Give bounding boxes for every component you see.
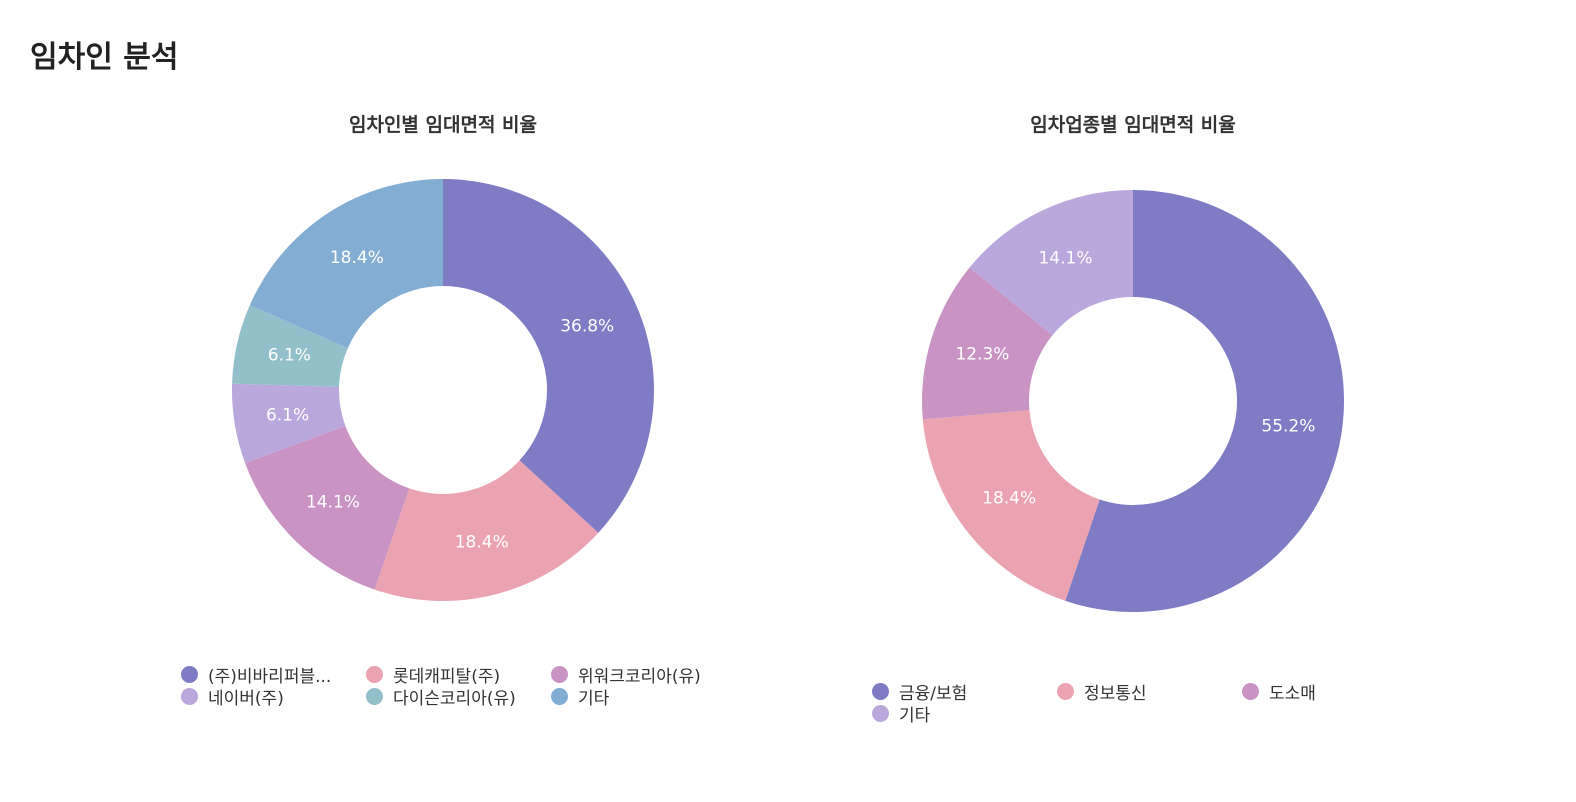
donut-slice-롯데캐피탈-주[interactable] xyxy=(374,460,599,601)
legend-item-기타[interactable]: 기타 xyxy=(551,684,609,709)
legend-label: 정보통신 xyxy=(1084,684,1147,704)
legend-item-롯데캐피탈-주[interactable]: 롯데캐피탈(주) xyxy=(366,662,500,687)
legend-dot-icon xyxy=(1242,683,1259,700)
legend-label: 도소매 xyxy=(1269,684,1316,704)
legend-label: 롯데캐피탈(주) xyxy=(393,667,501,687)
legend-label: (주)비바리퍼블... xyxy=(208,667,332,687)
legend-item-네이버-주[interactable]: 네이버(주) xyxy=(181,684,284,709)
legend-dot-icon xyxy=(181,666,198,683)
donut-slice-위워크코리아-유[interactable] xyxy=(245,426,410,590)
legend-label: 금융/보험 xyxy=(899,684,968,704)
legend-dot-icon xyxy=(1057,683,1074,700)
slice-label: 14.1% xyxy=(306,493,360,513)
slice-label: 18.4% xyxy=(455,533,509,553)
chart-title-industry: 임차업종별 임대면적 비율 xyxy=(1030,114,1236,136)
legend-dot-icon xyxy=(181,688,198,705)
donut-slice-주-비바리퍼블[interactable] xyxy=(443,179,655,533)
legend-item-위워크코리아-유[interactable]: 위워크코리아(유) xyxy=(551,662,701,687)
legend-dot-icon xyxy=(366,666,383,683)
legend-dot-icon xyxy=(551,666,568,683)
slice-label: 36.8% xyxy=(560,317,614,337)
legend-label: 위워크코리아(유) xyxy=(578,667,701,687)
donut-slice-네이버-주[interactable] xyxy=(231,383,346,464)
legend-item-다이슨코리아-유[interactable]: 다이슨코리아(유) xyxy=(366,684,516,709)
slice-label: 6.1% xyxy=(266,405,309,425)
legend-label: 네이버(주) xyxy=(208,689,284,709)
legend-item-기타[interactable]: 기타 xyxy=(872,701,930,726)
legend-label: 다이슨코리아(유) xyxy=(393,689,516,709)
legend-label: 기타 xyxy=(899,706,931,726)
legend-item-금융-보험[interactable]: 금융/보험 xyxy=(872,679,967,704)
chart-title-tenant: 임차인별 임대면적 비율 xyxy=(348,114,538,136)
donut-slice-다이슨코리아-유[interactable] xyxy=(232,305,348,387)
legend-dot-icon xyxy=(872,683,889,700)
legend-dot-icon xyxy=(551,688,568,705)
legend-dot-icon xyxy=(872,705,889,722)
legend-label: 기타 xyxy=(578,689,610,709)
legend-item-도소매[interactable]: 도소매 xyxy=(1242,679,1316,704)
legend-dot-icon xyxy=(366,688,383,705)
slice-label: 18.4% xyxy=(330,248,384,268)
page-title: 임차인 분석 xyxy=(30,40,179,75)
donut-slice-기타[interactable] xyxy=(249,179,443,349)
legend-item-주-비바리퍼블[interactable]: (주)비바리퍼블... xyxy=(181,662,331,687)
slice-label: 6.1% xyxy=(268,345,311,365)
legend-item-정보통신[interactable]: 정보통신 xyxy=(1057,679,1147,704)
